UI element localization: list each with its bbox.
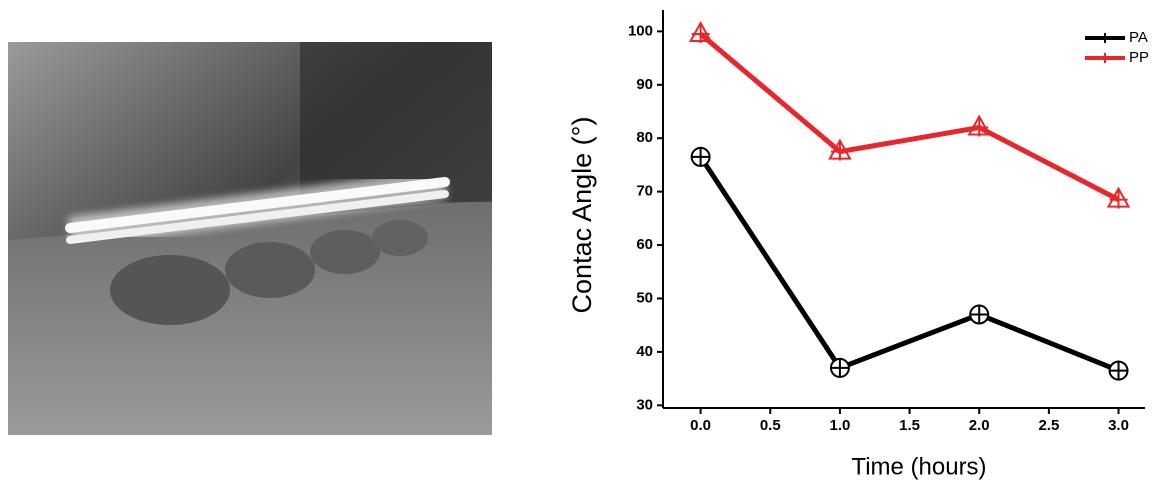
marker — [831, 358, 849, 377]
y-tick-label: 50 — [636, 289, 653, 306]
x-axis-label: Time (hours) — [851, 453, 986, 480]
y-tick-label: 90 — [636, 76, 653, 93]
x-tick-label: 1.5 — [899, 417, 920, 434]
marker — [970, 305, 988, 324]
y-tick-label: 60 — [636, 236, 653, 253]
y-tick-label: 70 — [636, 183, 653, 200]
x-tick-label: 1.0 — [829, 417, 850, 434]
x-tick-label: 2.0 — [969, 417, 990, 434]
y-axis-label: Contac Angle (°) — [567, 117, 597, 314]
y-tick-label: 40 — [636, 343, 653, 360]
marker — [692, 147, 710, 166]
photo — [8, 42, 492, 435]
y-tick-label: 80 — [636, 129, 653, 146]
marker — [691, 23, 711, 43]
series-line — [701, 34, 1119, 200]
series-line — [701, 157, 1119, 371]
legend-label: PA — [1129, 29, 1148, 46]
figure: Time (hours) Contac Angle (°) 30 40 50 60 70… — [0, 0, 1153, 486]
marker — [1109, 189, 1129, 209]
x-tick-label: 0.5 — [760, 417, 781, 434]
y-tick-label: 30 — [636, 396, 653, 413]
x-tick-label: 0.0 — [690, 417, 711, 434]
marker — [1110, 361, 1128, 380]
y-tick-label: 100 — [628, 22, 653, 39]
x-tick-label: 2.5 — [1038, 417, 1059, 434]
legend-label: PP — [1129, 49, 1149, 66]
x-tick-label: 3.0 — [1108, 417, 1129, 434]
